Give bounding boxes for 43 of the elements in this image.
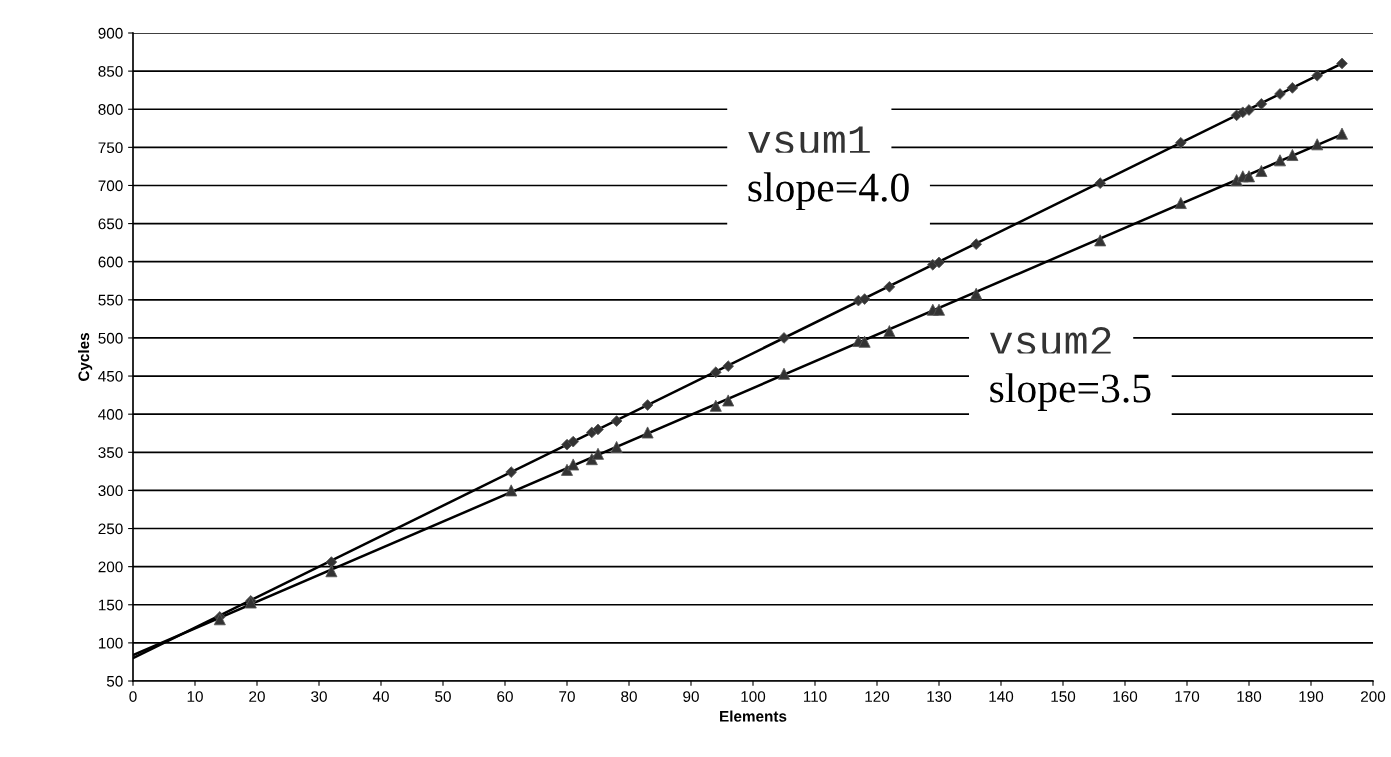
x-tick-label: 180 <box>1237 691 1262 702</box>
x-tick-label: 20 <box>249 691 265 702</box>
y-tick-label: 150 <box>98 599 123 611</box>
x-tick-label: 10 <box>187 691 203 702</box>
y-tick-label: 500 <box>98 332 123 344</box>
y-tick-label: 650 <box>98 218 123 230</box>
x-tick-label: 200 <box>1361 691 1386 702</box>
y-tick-label: 200 <box>98 561 123 573</box>
y-tick-label: 550 <box>98 294 123 306</box>
y-tick-label: 700 <box>98 180 123 192</box>
y-tick-label: 850 <box>98 65 123 77</box>
y-axis-title: Cycles <box>77 332 93 381</box>
x-tick-label: 0 <box>129 691 137 702</box>
x-tick-label: 120 <box>865 691 890 702</box>
x-tick-label: 30 <box>311 691 327 702</box>
y-tick-label: 450 <box>98 370 123 382</box>
x-tick-label: 50 <box>435 691 451 702</box>
x-tick-label: 70 <box>559 691 575 702</box>
annotation: slope=4.0 <box>748 172 909 211</box>
x-tick-label: 40 <box>372 691 389 702</box>
annotation: slope=3.5 <box>990 373 1151 411</box>
y-tick-label: 300 <box>98 485 123 497</box>
x-tick-label: 190 <box>1299 691 1324 702</box>
x-tick-label: 170 <box>1175 691 1200 702</box>
x-tick-label: 150 <box>1051 691 1076 702</box>
x-tick-label: 100 <box>741 691 766 702</box>
y-tick-label: 800 <box>98 104 123 115</box>
y-tick-label: 50 <box>106 675 123 687</box>
y-tick-label: 900 <box>98 27 123 39</box>
y-tick-label: 100 <box>98 637 123 649</box>
x-tick-label: 60 <box>497 691 513 702</box>
x-tick-label: 130 <box>927 691 952 702</box>
y-tick-label: 350 <box>98 447 123 458</box>
x-tick-label: 90 <box>683 691 699 702</box>
y-tick-label: 250 <box>98 523 123 535</box>
x-tick-label: 140 <box>989 691 1014 702</box>
x-axis-title: Elements <box>720 710 787 722</box>
x-tick-label: 110 <box>803 691 827 702</box>
x-tick-label: 80 <box>621 691 637 702</box>
x-tick-label: 160 <box>1113 691 1138 702</box>
y-tick-label: 400 <box>98 409 123 420</box>
y-tick-label: 600 <box>98 256 123 268</box>
y-tick-label: 750 <box>98 142 123 154</box>
